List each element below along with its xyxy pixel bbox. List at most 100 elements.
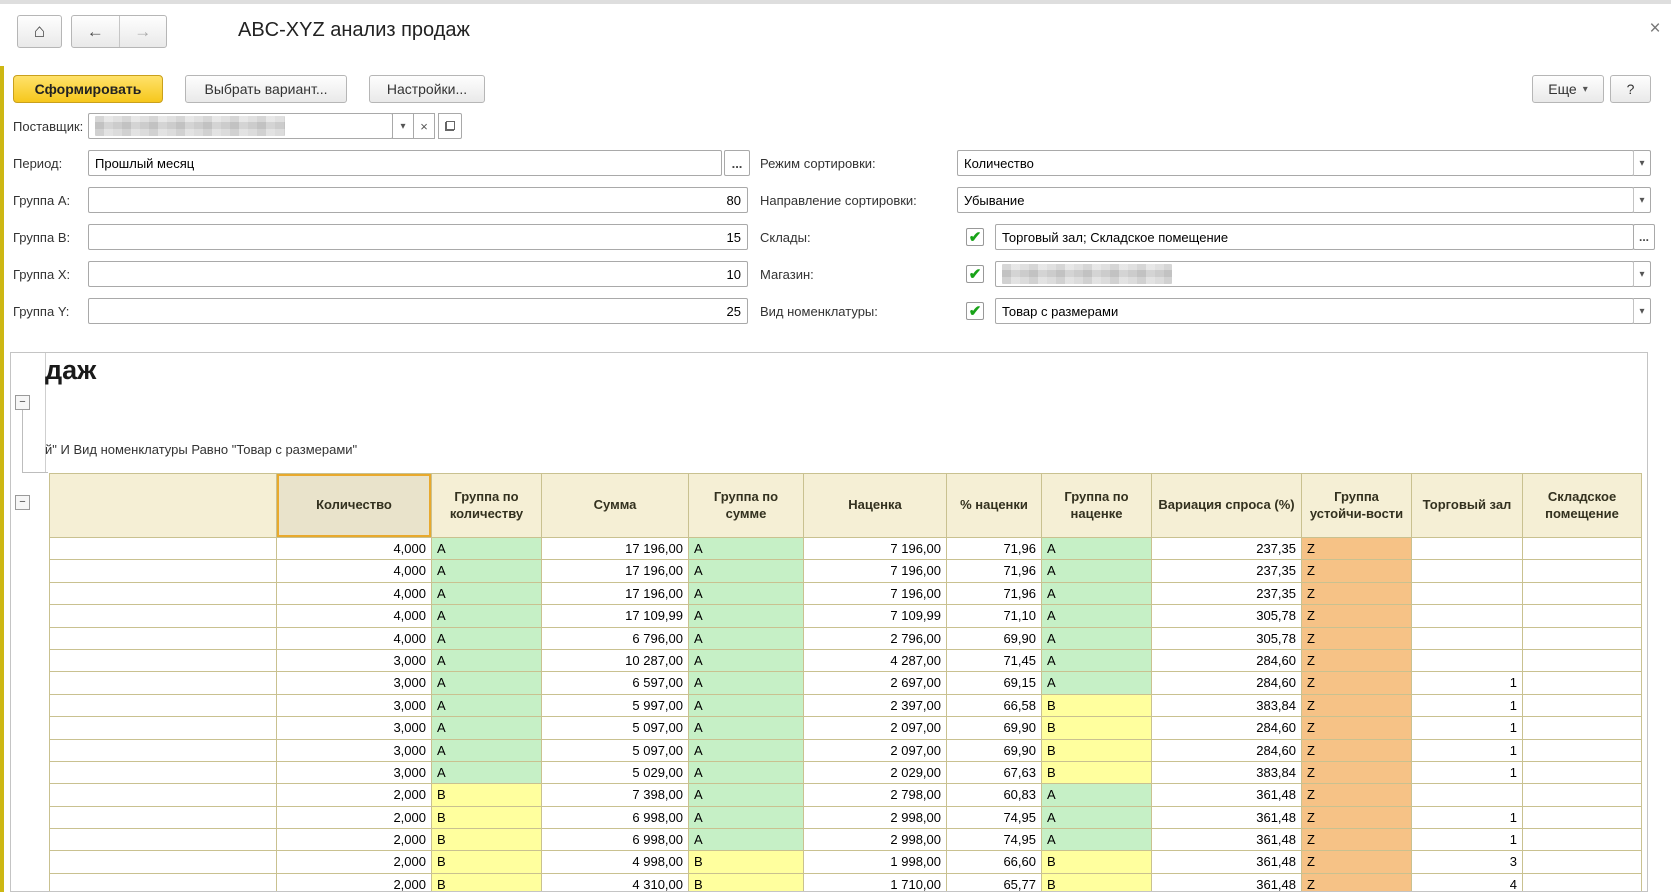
table-cell[interactable] [1523,717,1642,740]
table-cell[interactable]: 3,000 [277,649,432,673]
home-button[interactable]: ⌂ [17,15,62,48]
table-cell[interactable]: A [689,605,804,628]
table-cell[interactable]: 71,45 [947,649,1042,673]
group-x-input[interactable]: 10 [88,261,748,287]
table-cell[interactable]: B [1042,851,1152,874]
table-cell[interactable]: A [689,784,804,807]
generate-button[interactable]: Сформировать [13,75,163,103]
table-cell[interactable]: 71,96 [947,538,1042,561]
table-cell[interactable]: B [1042,761,1152,785]
table-cell[interactable]: Z [1302,829,1412,852]
table-cell[interactable]: 2 029,00 [804,761,947,785]
table-cell[interactable]: 5 097,00 [542,717,689,740]
table-cell[interactable]: A [432,717,542,740]
table-header-cell[interactable]: Вариация спроса (%) [1152,474,1302,538]
table-cell[interactable] [50,605,277,628]
table-cell[interactable]: 7 196,00 [804,538,947,561]
supplier-open-button[interactable] [438,113,462,139]
table-cell[interactable]: 71,96 [947,560,1042,583]
table-cell[interactable] [50,649,277,673]
close-button[interactable]: × [1642,16,1668,42]
table-cell[interactable]: 2 998,00 [804,806,947,830]
table-cell[interactable]: 2 796,00 [804,627,947,650]
table-cell[interactable] [50,672,277,695]
table-cell[interactable]: 284,60 [1152,649,1302,673]
table-cell[interactable]: 1 [1412,739,1523,762]
table-cell[interactable]: Z [1302,538,1412,561]
table-cell[interactable]: 74,95 [947,829,1042,852]
group-b-input[interactable]: 15 [88,224,748,250]
table-cell[interactable]: 65,77 [947,873,1042,891]
table-cell[interactable]: 361,48 [1152,851,1302,874]
table-cell[interactable]: 383,84 [1152,694,1302,718]
table-cell[interactable]: Z [1302,694,1412,718]
table-cell[interactable] [50,873,277,891]
group-y-input[interactable]: 25 [88,298,748,324]
table-cell[interactable]: 6 796,00 [542,627,689,650]
table-cell[interactable] [1523,627,1642,650]
supplier-input[interactable] [88,113,393,139]
table-cell[interactable]: A [689,829,804,852]
table-cell[interactable] [1523,873,1642,891]
table-cell[interactable]: Z [1302,560,1412,583]
table-cell[interactable]: A [1042,627,1152,650]
supplier-dropdown-button[interactable]: ▾ [392,113,414,139]
table-cell[interactable]: 5 097,00 [542,739,689,762]
table-header-cell[interactable] [50,474,277,538]
table-cell[interactable]: A [432,538,542,561]
table-cell[interactable] [50,851,277,874]
table-cell[interactable] [1523,649,1642,673]
table-cell[interactable]: Z [1302,582,1412,606]
store-input[interactable] [995,261,1634,287]
table-cell[interactable]: A [1042,605,1152,628]
table-cell[interactable]: 305,78 [1152,605,1302,628]
table-cell[interactable]: 60,83 [947,784,1042,807]
table-cell[interactable]: 4 310,00 [542,873,689,891]
table-cell[interactable]: 2 998,00 [804,829,947,852]
table-cell[interactable]: 3,000 [277,717,432,740]
table-cell[interactable]: 284,60 [1152,672,1302,695]
table-cell[interactable]: 361,48 [1152,873,1302,891]
table-cell[interactable]: 383,84 [1152,761,1302,785]
table-cell[interactable]: 237,35 [1152,582,1302,606]
table-cell[interactable]: 2,000 [277,806,432,830]
nomenclature-type-dropdown-button[interactable]: ▾ [1633,298,1651,324]
table-cell[interactable]: A [1042,560,1152,583]
table-cell[interactable] [50,761,277,785]
table-cell[interactable]: A [1042,672,1152,695]
table-cell[interactable]: 6 597,00 [542,672,689,695]
table-cell[interactable]: Z [1302,851,1412,874]
table-cell[interactable] [50,560,277,583]
table-cell[interactable]: A [689,649,804,673]
table-cell[interactable]: Z [1302,761,1412,785]
table-cell[interactable]: 6 998,00 [542,806,689,830]
table-cell[interactable] [1412,605,1523,628]
table-cell[interactable]: 237,35 [1152,538,1302,561]
table-cell[interactable]: 69,90 [947,739,1042,762]
table-cell[interactable]: B [1042,717,1152,740]
table-cell[interactable] [1412,649,1523,673]
table-cell[interactable]: 74,95 [947,806,1042,830]
table-cell[interactable]: 10 287,00 [542,649,689,673]
table-cell[interactable]: A [689,560,804,583]
table-cell[interactable] [50,784,277,807]
table-cell[interactable]: 3,000 [277,694,432,718]
table-cell[interactable]: 71,10 [947,605,1042,628]
table-cell[interactable]: 6 998,00 [542,829,689,852]
table-cell[interactable]: B [432,806,542,830]
table-cell[interactable] [1412,784,1523,807]
table-cell[interactable] [1412,560,1523,583]
table-cell[interactable]: 2,000 [277,829,432,852]
store-dropdown-button[interactable]: ▾ [1633,261,1651,287]
table-cell[interactable]: 17 196,00 [542,538,689,561]
table-cell[interactable]: A [432,672,542,695]
table-cell[interactable] [1523,829,1642,852]
period-input[interactable]: Прошлый месяц [88,150,722,176]
warehouses-input[interactable]: Торговый зал; Складское помещение [995,224,1634,250]
more-button[interactable]: Еще ▾ [1532,75,1604,103]
table-cell[interactable]: A [689,694,804,718]
sort-direction-select[interactable]: Убывание [957,187,1634,213]
table-cell[interactable]: 17 196,00 [542,560,689,583]
table-header-cell[interactable]: Группа по количеству [432,474,542,538]
sort-mode-select[interactable]: Количество [957,150,1634,176]
